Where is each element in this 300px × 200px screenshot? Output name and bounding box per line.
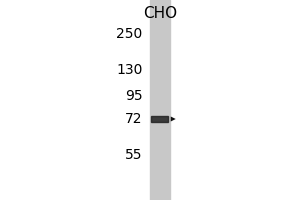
Text: 55: 55 [125, 148, 142, 162]
Bar [152, 116, 168, 122]
Text: 130: 130 [116, 63, 142, 77]
Text: 250: 250 [116, 27, 142, 41]
Text: 72: 72 [125, 112, 142, 126]
Bar [150, 0, 170, 200]
Text: CHO: CHO [143, 6, 178, 21]
Text: 95: 95 [125, 89, 142, 103]
